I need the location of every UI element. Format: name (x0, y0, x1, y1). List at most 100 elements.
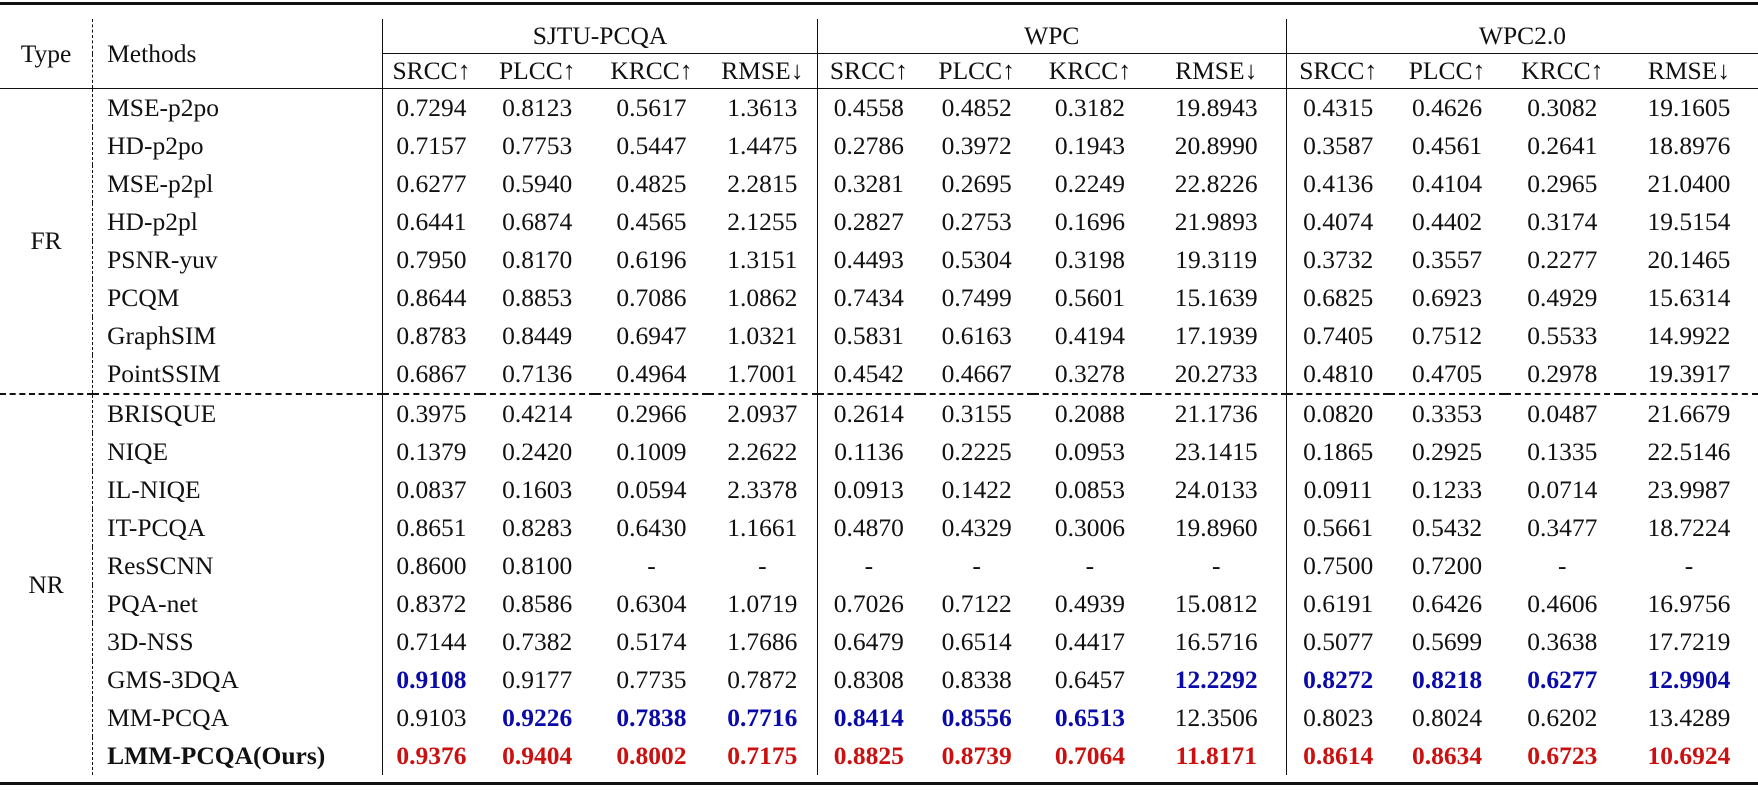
value-cell: 22.8226 (1174, 169, 1258, 198)
value-cell: 0.3198 (1054, 245, 1125, 274)
value-cell: 16.5716 (1174, 627, 1258, 656)
value-cell: 0.8123 (502, 93, 573, 122)
value-cell: 0.3082 (1527, 93, 1598, 122)
value-cell: 0.4493 (816, 241, 921, 279)
method-name: 3D-NSS (92, 623, 383, 661)
value-cell: 0.5699 (1411, 627, 1483, 656)
value-cell: 0.2277 (1527, 245, 1598, 274)
best-value-cell: 0.8614 (1285, 737, 1390, 775)
value-cell: 19.5154 (1647, 207, 1731, 236)
value-cell: 0.3975 (382, 394, 480, 433)
table-row: PointSSIM 0.6867 0.7136 0.4964 1.7001 0.4542 0… (0, 355, 1758, 395)
metric-header-rmse: RMSE↓ (1146, 53, 1287, 89)
value-cell: 0.4417 (1054, 627, 1125, 656)
value-cell: 0.2695 (941, 169, 1012, 198)
value-cell: 0.7200 (1411, 551, 1483, 580)
second-best-value-cell: 12.9904 (1647, 665, 1731, 694)
value-cell: - (1211, 551, 1221, 580)
value-cell: 0.1865 (1285, 433, 1390, 471)
value-cell: 0.4705 (1389, 355, 1505, 395)
method-name: IL-NIQE (92, 471, 383, 509)
value-cell: 0.8651 (382, 509, 480, 547)
value-cell: 0.5533 (1527, 321, 1598, 350)
best-value-cell: 0.8825 (816, 737, 921, 775)
value-cell: 0.2420 (502, 437, 573, 466)
value-cell: 1.7001 (708, 355, 818, 395)
best-value-cell: 0.8002 (616, 741, 687, 770)
value-cell: 0.7382 (502, 627, 573, 656)
value-cell: 0.7144 (382, 623, 480, 661)
value-cell: 19.8943 (1174, 93, 1258, 122)
metric-header-rmse: RMSE↓ (1619, 53, 1758, 89)
value-cell: 0.8853 (502, 283, 573, 312)
dataset-header-wpc: WPC (816, 19, 1287, 54)
method-name: BRISQUE (92, 394, 383, 433)
value-cell: 0.4315 (1285, 88, 1390, 127)
value-cell: 0.0913 (816, 471, 921, 509)
method-name: PSNR-yuv (92, 241, 383, 279)
method-name: NIQE (92, 433, 383, 471)
value-cell: 0.8100 (502, 551, 573, 580)
value-cell: 14.9922 (1647, 321, 1731, 350)
method-name: LMM-PCQA(Ours) (92, 737, 383, 775)
table-row: NR BRISQUE 0.3975 0.4214 0.2966 2.0937 0.2614 0… (0, 394, 1758, 599)
value-cell: 0.9103 (382, 699, 480, 737)
value-cell: 0.6163 (941, 321, 1012, 350)
second-best-value-cell: 0.8218 (1411, 665, 1483, 694)
metric-header-srcc: SRCC↑ (816, 53, 921, 89)
value-cell: 16.9756 (1647, 589, 1731, 618)
value-cell: 0.3278 (1033, 355, 1147, 395)
table-row: PQA-net 0.8372 0.8586 0.6304 1.0719 0.7026 0.7… (0, 585, 1758, 623)
value-cell: 0.7950 (382, 241, 480, 279)
value-cell: 0.6426 (1411, 589, 1483, 618)
header-row-datasets: Type Methods SJTU-PCQA WPC WPC2.0 (0, 19, 1758, 89)
type-label-fr: FR (0, 88, 93, 395)
value-cell: 21.0400 (1647, 169, 1731, 198)
value-cell: - (816, 547, 921, 585)
value-cell: 0.6514 (941, 627, 1012, 656)
value-cell: 0.0911 (1285, 471, 1390, 509)
value-cell: 0.3557 (1411, 245, 1483, 274)
value-cell: 0.0594 (616, 475, 687, 504)
value-cell: 0.1335 (1527, 437, 1598, 466)
value-cell: 0.0853 (1054, 475, 1125, 504)
value-cell: 0.1696 (1054, 207, 1125, 236)
table-row: 3D-NSS 0.7144 0.7382 0.5174 1.7686 0.6479 0.65… (0, 623, 1758, 661)
metric-header-plcc: PLCC↑ (920, 53, 1034, 89)
value-cell: 0.6923 (1411, 283, 1483, 312)
value-cell: 15.6314 (1647, 283, 1731, 312)
value-cell: 17.1939 (1174, 321, 1258, 350)
value-cell: 0.4136 (1285, 165, 1390, 203)
value-cell: 0.2827 (816, 203, 921, 241)
value-cell: 0.6825 (1285, 279, 1390, 317)
value-cell: 0.8449 (502, 321, 573, 350)
best-value-cell: 0.6723 (1527, 741, 1598, 770)
value-cell: - (1558, 551, 1567, 580)
second-best-value-cell: 0.6513 (1054, 703, 1125, 732)
method-name: MSE-p2po (92, 88, 383, 127)
value-cell: 0.5940 (502, 169, 573, 198)
value-cell: 0.2965 (1527, 169, 1598, 198)
value-cell: 0.8372 (382, 585, 480, 623)
value-cell: 0.1603 (502, 475, 573, 504)
value-cell: 2.1255 (727, 207, 798, 236)
second-best-value-cell: 0.8414 (816, 699, 921, 737)
value-cell: 21.6679 (1647, 399, 1731, 428)
value-cell: 1.3151 (727, 245, 798, 274)
method-name: HD-p2pl (92, 203, 383, 241)
best-value-cell: 0.7175 (727, 741, 798, 770)
value-cell: 22.5146 (1647, 437, 1731, 466)
value-cell: 0.3638 (1527, 627, 1598, 656)
value-cell: 0.2966 (616, 399, 687, 428)
value-cell: 0.4825 (616, 169, 687, 198)
value-cell: - (647, 551, 656, 580)
value-cell: 2.3378 (727, 475, 798, 504)
value-cell: 0.8783 (382, 317, 480, 355)
value-cell: 24.0133 (1174, 475, 1258, 504)
value-cell: 0.4929 (1527, 283, 1598, 312)
value-cell: - (758, 551, 767, 580)
value-cell: 1.7686 (727, 627, 798, 656)
value-cell: 0.3006 (1054, 513, 1125, 542)
value-cell: 0.2786 (816, 127, 921, 165)
metric-header-krcc: KRCC↑ (1504, 53, 1620, 89)
